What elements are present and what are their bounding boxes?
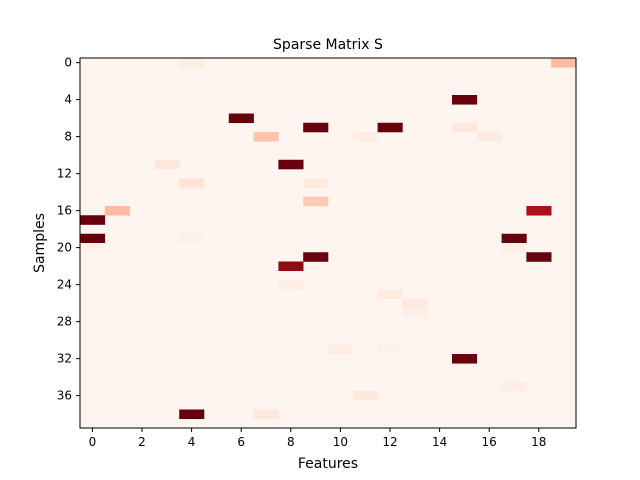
heatmap-cell [377,344,403,355]
x-axis-label: Features [298,456,358,472]
plot-frame [79,57,577,429]
chart-title: Sparse Matrix S [273,37,383,53]
heatmap-cell [303,178,329,188]
y-tick-label: 28 [57,315,72,329]
heatmap-cell [278,261,304,272]
heatmap-cell [179,58,205,68]
heatmap-cell [154,159,180,170]
heatmap-cell [526,252,552,262]
x-tick-label: 0 [89,435,97,449]
x-tick-label: 4 [188,435,196,449]
heatmap-cell [526,206,552,216]
plot-background [80,58,576,428]
heatmap-cell [452,95,478,105]
heatmap-cell [551,58,577,68]
y-axis-label: Samples [32,213,48,273]
x-tick-label: 16 [482,435,497,449]
x-tick-label: 8 [287,435,295,449]
heatmap-cell [253,409,279,420]
heatmap-cell [278,159,304,170]
y-axis-ticks: 0 4 8 12 16 20 24 28 32 36 [57,56,80,403]
heatmap-cell [80,243,106,253]
y-tick-label: 0 [64,56,72,70]
heatmap-cell [452,122,478,133]
heatmap-cell [104,206,130,216]
y-tick-label: 36 [57,389,72,403]
heatmap-cell [303,252,329,262]
heatmap-cell [80,233,106,244]
heatmap-cell [179,233,205,244]
heatmap-cell [228,113,254,124]
y-tick-label: 12 [57,167,72,181]
x-tick-label: 14 [432,435,447,449]
heatmap-cell [452,354,478,364]
heatmap-cell [328,344,354,355]
x-tick-label: 2 [138,435,146,449]
y-tick-label: 24 [57,278,72,292]
heatmap-cell [402,298,428,309]
heatmap-cells [80,58,577,420]
heatmap-cell [303,122,329,133]
heatmap-cell [352,391,378,401]
x-axis-ticks: 0 2 4 6 8 10 12 14 16 18 [89,428,546,449]
heatmap-cell [278,280,304,290]
heatmap-cell [501,243,527,253]
heatmap-cell [377,289,403,299]
x-tick-label: 10 [333,435,348,449]
heatmap-cell [303,196,329,207]
y-tick-label: 20 [57,241,72,255]
y-tick-label: 32 [57,352,72,366]
heatmap-cell [402,307,428,318]
heatmap-cell [179,178,205,188]
heatmap-cell [501,233,527,244]
heatmap-cell [179,409,205,420]
x-tick-label: 18 [531,435,546,449]
heatmap-cell [80,215,106,225]
y-tick-label: 8 [64,130,72,144]
heatmap-cell [352,132,378,142]
heatmap-cell [476,132,502,142]
y-tick-label: 16 [57,204,72,218]
heatmap-cell [501,381,527,392]
x-tick-label: 6 [237,435,245,449]
x-tick-label: 12 [382,435,397,449]
heatmap-cell [377,122,403,133]
heatmap-cell [253,132,279,142]
y-tick-label: 4 [64,93,72,107]
